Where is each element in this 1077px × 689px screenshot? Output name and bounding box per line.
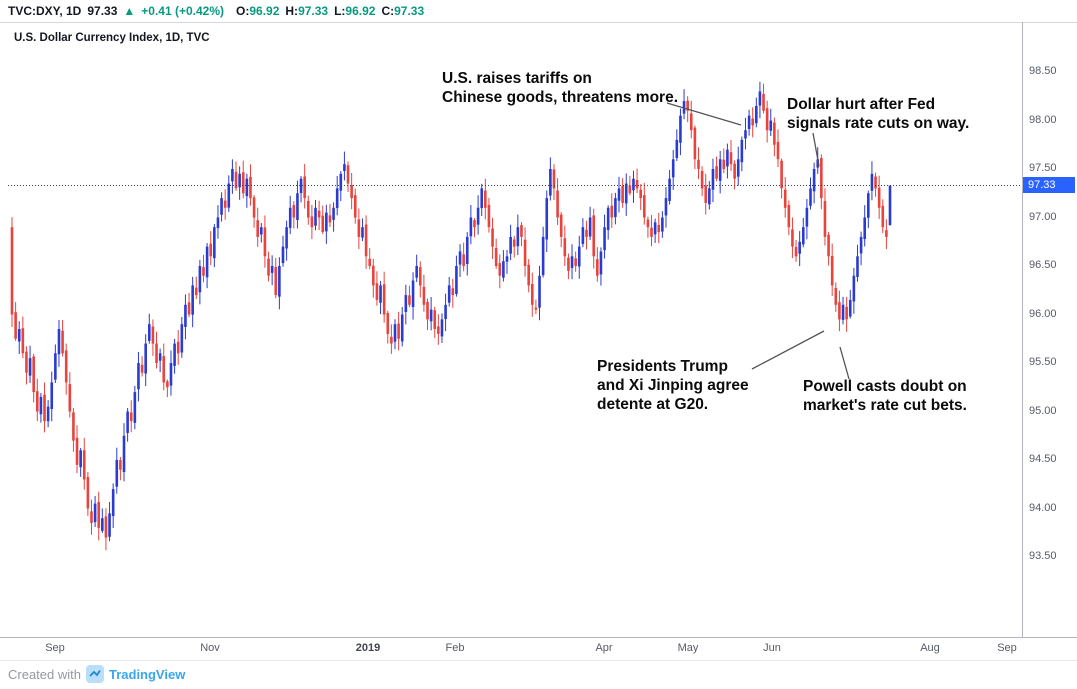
price-axis-label: 96.00 [1029,307,1057,320]
ohlc-values: O:96.92 H:97.33 L:96.92 C:97.33 [230,4,424,18]
price-axis-label: 95.00 [1029,404,1057,417]
price-axis-label: 94.50 [1029,453,1057,465]
time-axis-label: Aug [920,642,940,654]
annotation-arrow [666,102,742,126]
time-axis[interactable]: Sep Nov 2019 Feb Apr May Jun Aug Sep [0,638,1077,660]
annotation-note: U.S. raises tariffs on Chinese goods, thr… [442,70,678,106]
created-with-text: Created with [8,666,81,682]
price-axis-label: 95.50 [1029,356,1057,368]
price-axis[interactable]: 98.50 98.00 97.50 97.00 96.50 96.00 95.50 95.00… [1022,0,1077,637]
symbol-info-bar: TVC:DXY, 1D 97.33 ▲ +0.41 (+0.42%) O:96.… [0,0,1077,22]
time-axis-label: Sep [997,642,1017,654]
last-price-label: 97.33 [1023,177,1075,194]
candles[interactable] [10,81,892,551]
time-axis-label: Sep [45,642,65,654]
time-axis-divider [0,637,1077,638]
price-axis-label: 93.50 [1029,550,1057,562]
annotation-note: Presidents Trump and Xi Jinping agree dete… [597,358,749,413]
time-axis-label: May [677,642,699,654]
ohlc-h: H:97.33 [285,4,329,18]
price-axis-label: 98.00 [1029,113,1057,126]
chart-frame-bottom [0,660,1077,661]
last-price: 97.33 [87,4,118,18]
price-change: +0.41 (+0.42%) [141,4,225,18]
annotation-arrow [812,132,820,167]
price-axis-label: 97.50 [1029,162,1057,174]
annotation-note: Dollar hurt after Fed signals rate cuts o… [787,96,970,132]
tradingview-link[interactable]: TradingView [108,666,186,682]
annotation-arrow [839,346,850,380]
time-axis-label: Feb [445,642,465,654]
topbar-divider [0,22,1077,23]
ohlc-l: L:96.92 [334,4,376,18]
time-axis-label: Apr [595,642,613,654]
price-axis-divider [1022,22,1023,637]
time-axis-label: 2019 [355,642,381,654]
time-axis-label: Nov [200,642,220,654]
attribution-bar: Created with TradingView [8,663,185,685]
chart-legend-title[interactable]: U.S. Dollar Currency Index, 1D, TVC [14,32,210,44]
price-axis-label: 98.50 [1029,65,1057,77]
price-axis-label: 96.50 [1029,259,1057,271]
annotation-note: Powell casts doubt on market's rate cut b… [803,378,967,414]
price-axis-label: 97.00 [1029,210,1057,223]
tradingview-logo-icon[interactable] [85,665,104,683]
time-axis-label: Jun [763,642,781,654]
up-arrow-icon: ▲ [123,4,136,18]
ohlc-o: O:96.92 [236,4,280,18]
annotation-arrow [751,330,825,370]
price-axis-label: 94.00 [1029,501,1057,514]
ohlc-c: C:97.33 [381,4,425,18]
symbol-name[interactable]: TVC:DXY, 1D [8,4,82,18]
